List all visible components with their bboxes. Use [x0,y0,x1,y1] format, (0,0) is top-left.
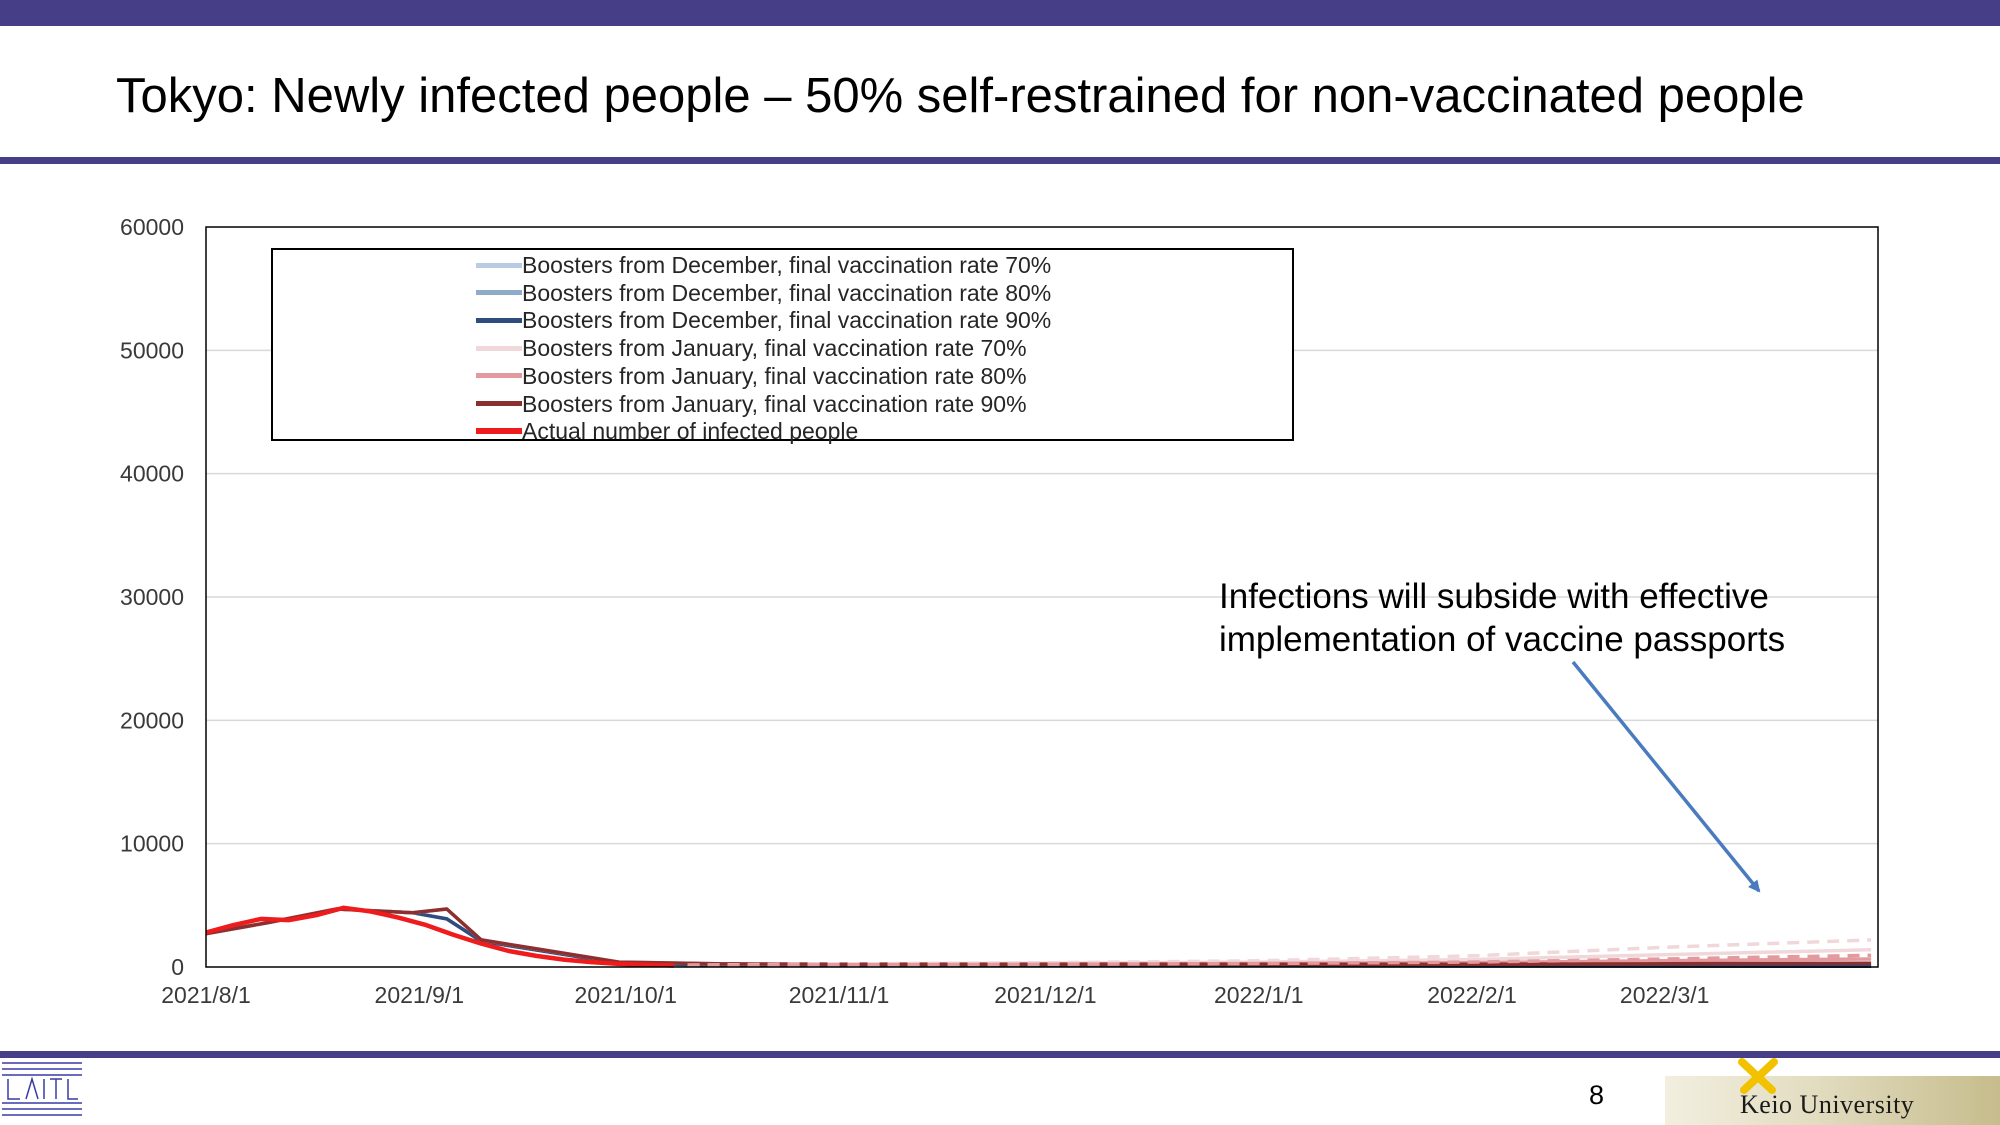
legend-swatch [476,262,522,268]
y-tick-label: 40000 [120,461,184,487]
legend-item: Boosters from January, final vaccination… [476,362,1027,390]
top-brand-bar [0,0,2000,26]
legend-swatch [476,317,522,323]
x-tick-label: 2022/3/1 [1620,982,1710,1008]
legend-swatch [476,428,522,435]
legend-label: Boosters from December, final vaccinatio… [522,252,1052,278]
keio-logo-text: Keio University [1740,1090,1915,1119]
legend-label: Boosters from January, final vaccination… [522,390,1027,417]
page-number: 8 [1589,1080,1605,1110]
title-divider [0,157,2000,164]
crossed-pens-icon [1738,1058,1778,1094]
y-tick-label: 0 [171,954,184,980]
keio-logo: Keio University [1665,1076,2000,1125]
annotation-line-2: implementation of vaccine passports [1219,620,1786,659]
legend-label: Boosters from December, final vaccinatio… [522,307,1052,334]
legend-item: Boosters from December, final vaccinatio… [476,279,1051,307]
x-tick-label: 2021/11/1 [789,982,890,1008]
slide-title: Tokyo: Newly infected people – 50% self-… [116,69,1805,123]
series-line-actual [205,905,674,968]
legend-label: Boosters from January, final vaccination… [522,335,1027,362]
y-tick-label: 50000 [120,337,184,363]
institute-logo-icon [2,1062,82,1116]
y-tick-label: 10000 [120,831,184,857]
legend-item: Boosters from January, final vaccination… [476,334,1027,362]
x-axis-ticks: 2021/8/1 2021/9/1 2021/10/1 2021/11/1 2021/1… [161,982,1709,1008]
legend-swatch [476,290,522,296]
plot-frame [205,226,1879,968]
x-tick-label: 2021/8/1 [161,982,251,1008]
series-lines [205,905,1872,969]
annotation-line-1: Infections will subside with effective [1219,577,1769,616]
x-tick-label: 2021/12/1 [994,982,1096,1008]
annotation-arrow [1571,660,1761,893]
x-tick-label: 2021/10/1 [575,982,677,1008]
legend-label: Boosters from January, final vaccination… [522,362,1027,389]
chart-annotation: Infections will subside with effective i… [1219,575,1785,661]
x-tick-label: 2022/1/1 [1214,982,1304,1008]
chart-legend: Boosters from December, final vaccinatio… [271,248,1294,444]
legend-item: Boosters from December, final vaccinatio… [476,251,1051,279]
legend-item: Boosters from December, final vaccinatio… [476,306,1051,334]
legend-label: Actual number of infected people [522,418,859,445]
legend-item: Actual number of infected people [476,417,858,445]
legend-label: Boosters from December, final vaccinatio… [522,279,1052,306]
x-tick-label: 2022/2/1 [1427,982,1517,1008]
y-tick-label: 30000 [120,584,184,610]
y-tick-label: 60000 [120,214,184,240]
y-tick-label: 20000 [120,707,184,733]
footer-divider [0,1051,2000,1058]
y-axis-ticks: 0 10000 20000 30000 40000 50000 60000 [120,214,184,980]
legend-swatch [476,373,522,379]
legend-swatch [476,401,522,406]
legend-item: Boosters from January, final vaccination… [476,390,1027,418]
series-line [687,953,1872,967]
x-tick-label: 2021/9/1 [375,982,465,1008]
legend-swatch [476,345,522,351]
